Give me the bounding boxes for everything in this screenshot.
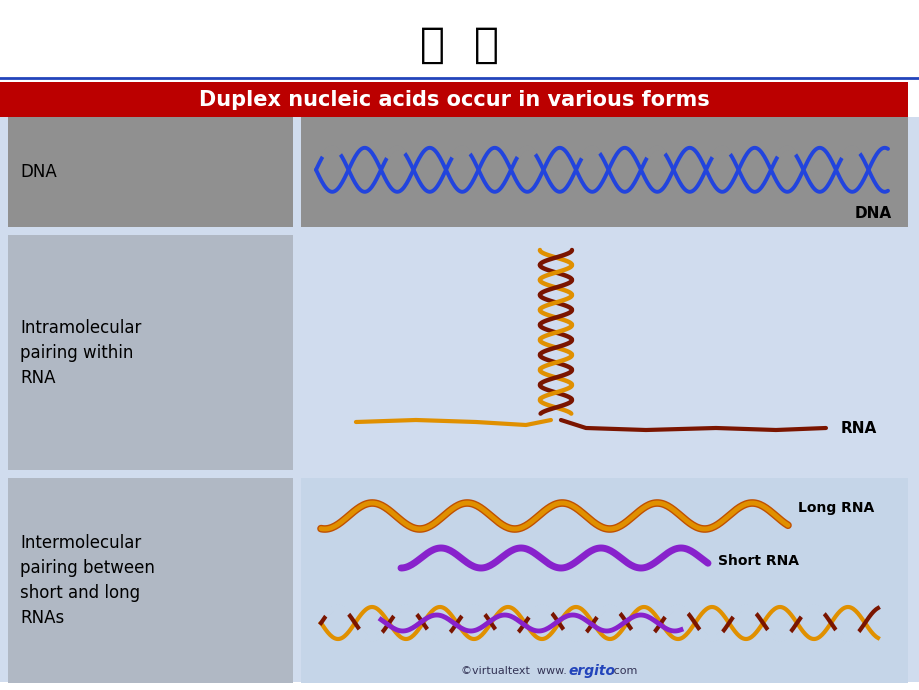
Bar: [301, 117, 907, 227]
Text: ©virtualtext  www.: ©virtualtext www.: [460, 666, 566, 676]
Bar: [301, 478, 907, 683]
Bar: [8, 478, 292, 683]
Text: Duplex nucleic acids occur in various forms: Duplex nucleic acids occur in various fo…: [199, 90, 709, 110]
Text: RNA: RNA: [840, 420, 876, 435]
Text: .com: .com: [610, 666, 638, 676]
Text: DNA: DNA: [854, 206, 891, 221]
Text: Intermolecular
pairing between
short and long
RNAs: Intermolecular pairing between short and…: [20, 534, 154, 627]
Text: Long RNA: Long RNA: [797, 501, 873, 515]
Text: 前  言: 前 言: [420, 24, 499, 66]
Bar: [8, 235, 292, 470]
Bar: [8, 117, 292, 227]
Bar: [0, 82, 907, 117]
Bar: [0, 117, 919, 682]
Text: DNA: DNA: [20, 163, 57, 181]
Text: Intramolecular
pairing within
RNA: Intramolecular pairing within RNA: [20, 319, 142, 386]
Text: Short RNA: Short RNA: [717, 554, 798, 568]
Text: ergito: ergito: [568, 664, 616, 678]
